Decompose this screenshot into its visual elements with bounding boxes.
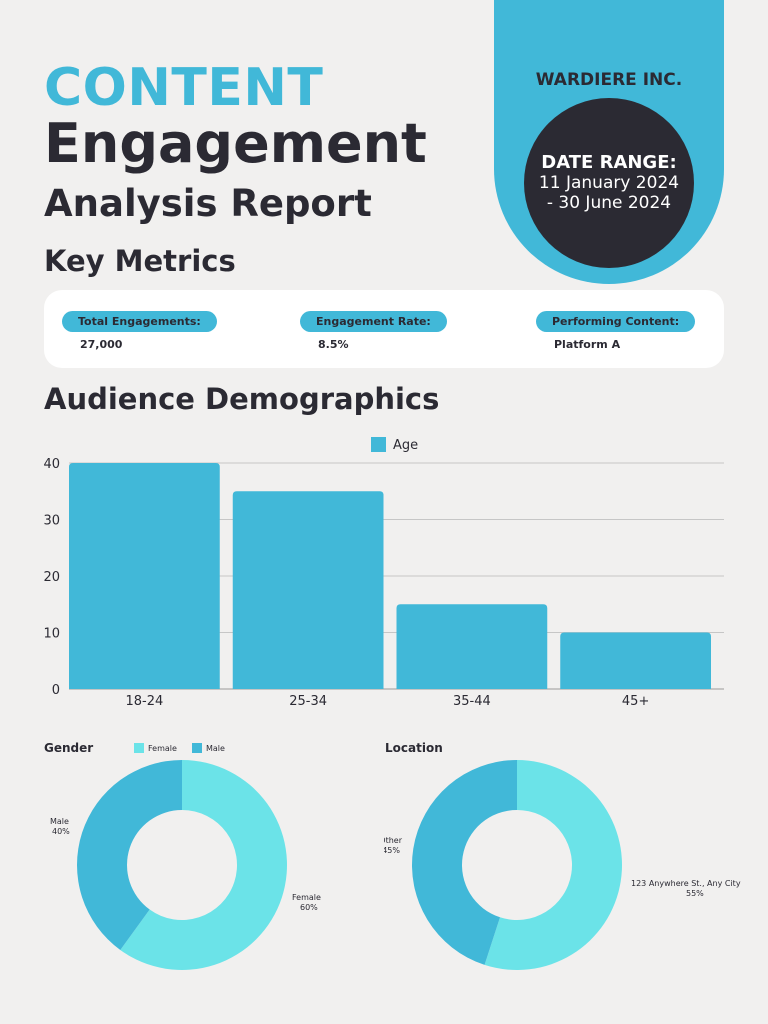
date-range-label: DATE RANGE: [541,152,677,173]
x-tick-label: 45+ [622,694,649,709]
legend-label-age: Age [393,438,418,453]
report-title-engagement: Engagement [44,112,427,175]
slice-value: 40% [52,827,70,836]
y-tick-label: 20 [43,570,60,585]
donut-slice-1 [412,760,517,965]
donut-title: Location [385,741,443,755]
bar-45+ [560,632,711,689]
legend-label-female: Female [148,744,177,753]
report-subtitle: Analysis Report [44,182,372,225]
metric-label: Performing Content: [536,311,696,332]
x-tick-label: 35-44 [453,694,491,709]
slice-value: 55% [686,889,704,898]
slice-value: 60% [300,903,318,912]
donut-title: Gender [44,741,93,755]
slice-label: 123 Anywhere St., Any City [631,879,741,888]
age-bar-chart: Age 0 10 20 30 40 18-24 25-34 35-44 45+ [43,437,724,709]
donut-slice-1 [77,760,182,950]
key-metrics-heading: Key Metrics [44,244,236,278]
slice-value: 45% [384,846,400,855]
company-name: WARDIERE INC. [535,70,683,90]
audience-demographics-heading: Audience Demographics [44,382,440,416]
slice-label: Male [50,817,69,826]
y-tick-label: 30 [43,514,60,529]
donut-slice-0 [484,760,623,970]
date-range-start: 11 January 2024 [538,173,680,193]
metric-label: Engagement Rate: [300,311,447,332]
legend-swatch-age [371,437,386,452]
date-range-end: - 30 June 2024 [546,193,672,213]
bar-18-24 [69,463,220,689]
y-tick-label: 10 [43,627,60,642]
slice-label: Female [292,893,321,902]
slice-label: Other [384,836,403,845]
metric-engagement-rate: Engagement Rate: 8.5% [300,310,447,351]
metric-label: Total Engagements: [62,311,217,332]
legend-label-male: Male [206,744,225,753]
y-tick-label: 0 [52,683,60,698]
key-metrics-card: Total Engagements: 27,000 Engagement Rat… [44,290,724,368]
y-tick-label: 40 [43,457,60,472]
legend-swatch-male [192,743,202,753]
legend-swatch-female [134,743,144,753]
bar-35-44 [396,604,548,689]
metric-value: Platform A [554,338,621,351]
metric-value: 8.5% [318,338,349,351]
metric-total-engagements: Total Engagements: 27,000 [62,310,217,351]
donut-slice-0 [120,760,288,970]
bar-25-34 [232,491,384,689]
metric-performing-content: Performing Content: Platform A [536,310,696,351]
report-title-content: CONTENT [44,58,324,118]
x-tick-label: 25-34 [289,694,327,709]
metric-value: 27,000 [80,338,123,351]
x-tick-label: 18-24 [125,694,163,709]
date-range-badge: DATE RANGE: 11 January 2024 - 30 June 20… [524,98,694,268]
